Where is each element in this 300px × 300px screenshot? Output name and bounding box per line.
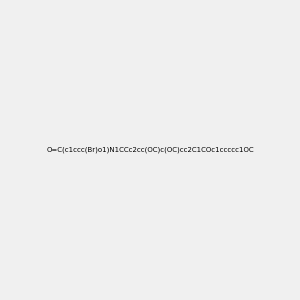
Text: O=C(c1ccc(Br)o1)N1CCc2cc(OC)c(OC)cc2C1COc1ccccc1OC: O=C(c1ccc(Br)o1)N1CCc2cc(OC)c(OC)cc2C1CO…: [46, 147, 254, 153]
